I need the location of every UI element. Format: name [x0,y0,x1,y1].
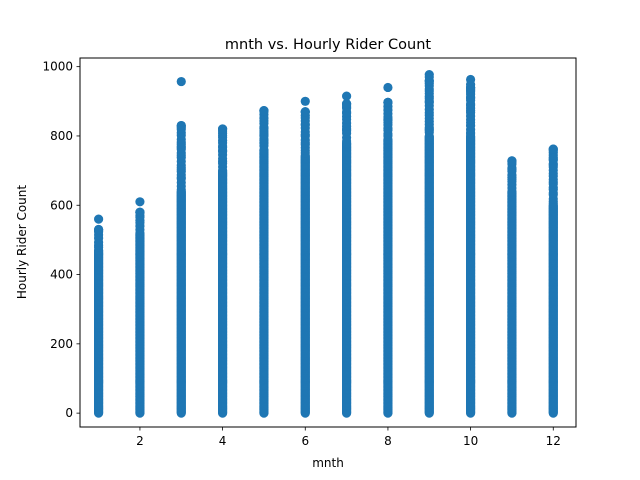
y-tick-label: 600 [50,198,73,212]
x-tick-label: 6 [301,434,309,448]
x-tick-label: 8 [384,434,392,448]
data-point [135,207,145,217]
y-tick-label: 400 [50,268,73,282]
data-point [300,107,310,117]
data-point-outlier [135,197,145,207]
y-axis-ticks: 0 200 400 600 800 1000 [42,60,80,420]
y-tick-label: 1000 [42,60,73,74]
y-tick-label: 800 [50,129,73,143]
data-point-outlier [466,80,476,90]
data-point-outlier [342,91,352,101]
x-tick-label: 10 [463,434,478,448]
y-tick-label: 200 [50,337,73,351]
x-axis-ticks: 2 4 6 8 10 12 [136,427,561,448]
x-axis-label: mnth [312,456,344,470]
x-tick-label: 12 [546,434,561,448]
data-point-outlier [176,76,186,87]
data-point-outlier [300,96,310,106]
data-point [383,97,393,107]
data-point [259,106,269,116]
y-tick-label: 0 [65,406,73,420]
chart-title: mnth vs. Hourly Rider Count [225,37,431,53]
x-tick-label: 2 [136,434,144,448]
data-point [94,224,104,235]
data-point-outlier [424,72,434,82]
data-points [94,70,558,418]
data-point-outlier [94,214,104,224]
data-point [342,99,352,109]
y-axis-label: Hourly Rider Count [15,185,29,300]
data-point [507,156,517,166]
plot-frame [79,57,577,428]
data-point-outlier [383,82,393,93]
data-point [548,144,558,154]
data-point [176,120,186,131]
data-point [218,124,228,134]
x-tick-label: 4 [219,434,227,448]
